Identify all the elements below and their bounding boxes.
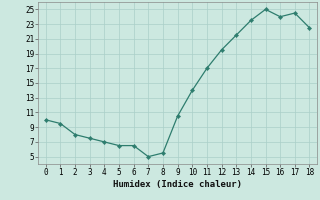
X-axis label: Humidex (Indice chaleur): Humidex (Indice chaleur) [113,180,242,189]
